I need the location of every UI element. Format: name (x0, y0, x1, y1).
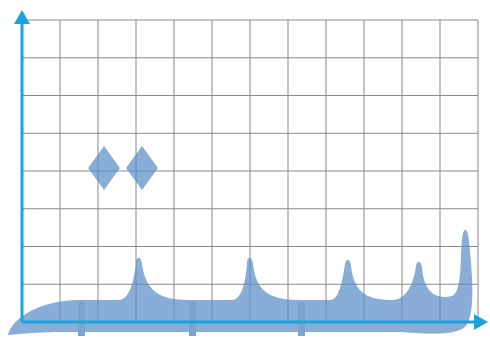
y-axis-arrow-icon (14, 10, 30, 24)
axes (14, 10, 488, 330)
tick-mark-3 (298, 302, 305, 336)
dot-right-diamond (126, 146, 158, 190)
tick-mark-2 (189, 302, 196, 336)
x-axis-arrow-icon (474, 314, 488, 330)
tick-mark-1 (78, 302, 85, 336)
dot-left-diamond (88, 146, 120, 190)
calligraphy-glyph (8, 146, 473, 336)
glyph-stroke (8, 229, 473, 335)
